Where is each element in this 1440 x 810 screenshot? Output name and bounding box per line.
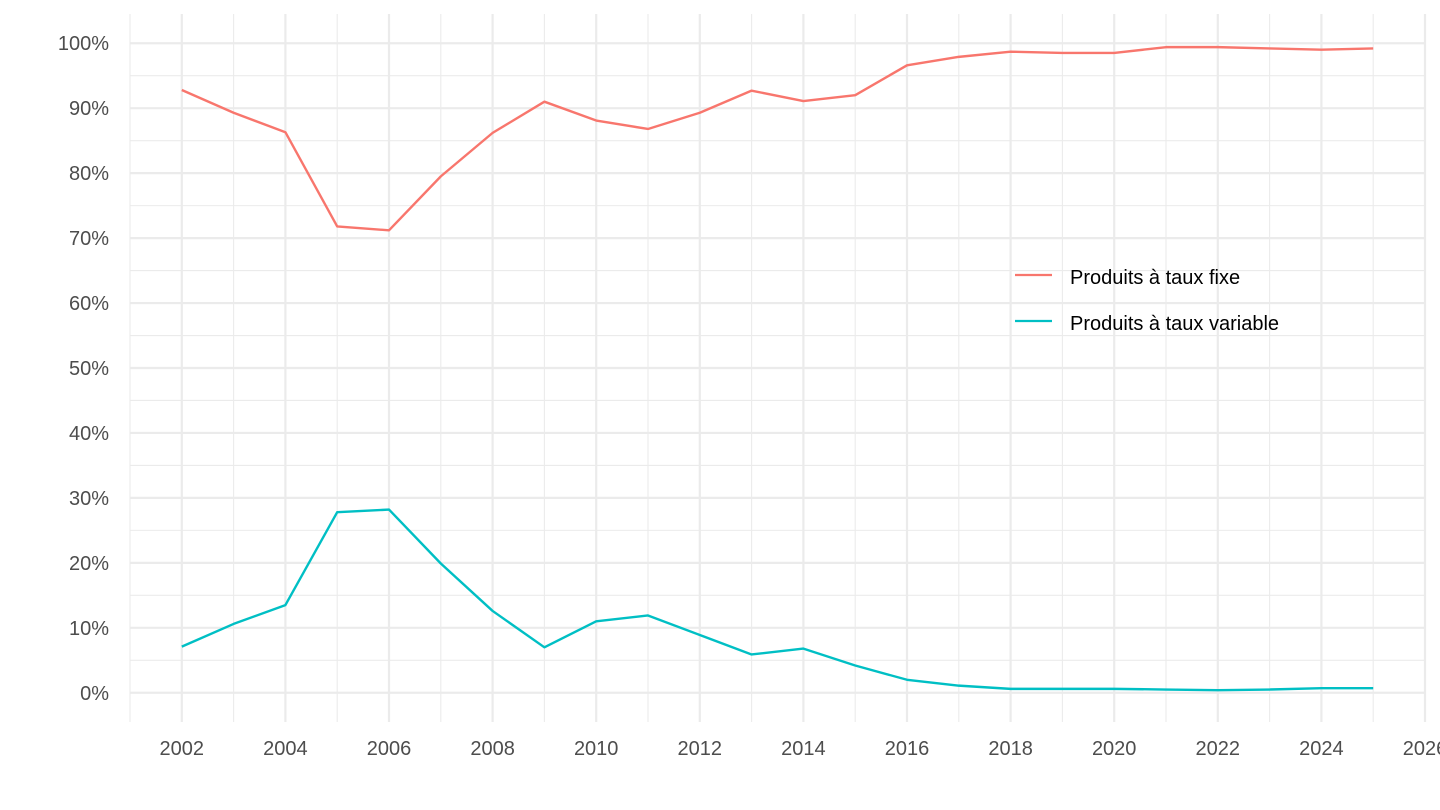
x-tick-label: 2010 bbox=[574, 738, 619, 760]
x-tick-label: 2002 bbox=[160, 738, 205, 760]
y-tick-label: 80% bbox=[69, 163, 109, 185]
y-tick-label: 70% bbox=[69, 228, 109, 250]
x-tick-label: 2022 bbox=[1196, 738, 1241, 760]
x-tick-label: 2018 bbox=[988, 738, 1033, 760]
y-tick-label: 60% bbox=[69, 293, 109, 315]
y-tick-label: 90% bbox=[69, 98, 109, 120]
series-line-fixe bbox=[181, 45, 1374, 232]
x-tick-label: 2024 bbox=[1299, 738, 1344, 760]
x-tick-label: 2020 bbox=[1092, 738, 1137, 760]
x-tick-label: 2012 bbox=[678, 738, 723, 760]
y-tick-label: 50% bbox=[69, 358, 109, 380]
x-tick-label: 2008 bbox=[470, 738, 515, 760]
y-tick-label: 100% bbox=[58, 33, 109, 55]
y-axis-ticks: 0% 10% 20% 30% 40% 50% 60% 70% 80% 90% 100% bbox=[58, 33, 109, 705]
y-tick-label: 10% bbox=[69, 618, 109, 640]
legend: Produits à taux fixe Produits à taux var… bbox=[1015, 267, 1279, 335]
series-layer bbox=[181, 45, 1374, 692]
major-gridlines bbox=[130, 14, 1427, 722]
x-tick-label: 2016 bbox=[885, 738, 930, 760]
y-tick-label: 40% bbox=[69, 423, 109, 445]
x-tick-label: 2006 bbox=[367, 738, 412, 760]
x-axis-ticks: 2002 2004 2006 2008 2010 2012 2014 2016 2018 2020… bbox=[160, 738, 1440, 760]
y-tick-label: 20% bbox=[69, 553, 109, 575]
y-tick-label: 30% bbox=[69, 488, 109, 510]
x-tick-label: 2004 bbox=[263, 738, 308, 760]
series-line-variable bbox=[181, 508, 1374, 692]
legend-label-variable: Produits à taux variable bbox=[1070, 313, 1279, 335]
x-tick-label: 2026 bbox=[1403, 738, 1440, 760]
legend-label-fixe: Produits à taux fixe bbox=[1070, 267, 1240, 289]
y-tick-label: 0% bbox=[80, 683, 109, 705]
x-tick-label: 2014 bbox=[781, 738, 826, 760]
